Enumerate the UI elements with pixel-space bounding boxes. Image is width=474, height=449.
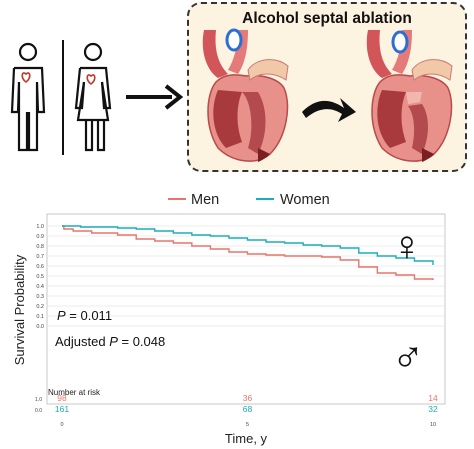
y-tick-label: 1.0 <box>36 224 44 230</box>
risk-value-men: 36 <box>243 393 253 403</box>
risk-table-title: Number at risk <box>48 388 101 397</box>
x-tick-label: 5 <box>246 422 249 428</box>
curved-arrow-icon <box>302 98 356 122</box>
grid <box>47 225 445 327</box>
panel-title: Alcohol septal ablation <box>242 10 412 27</box>
y-tick-label: 0.6 <box>36 264 44 270</box>
survival-chart: 0.0 0.1 0.2 0.3 0.4 0.5 0.6 0.7 0.8 0.9 1.0 Surviv… <box>12 213 446 446</box>
heart-after-icon <box>366 30 453 162</box>
risk-value-women: 68 <box>243 404 253 414</box>
y-axis-label: Survival Probability <box>12 254 27 365</box>
series-line-men <box>62 225 434 280</box>
y-tick-label: 0.3 <box>36 294 44 300</box>
risk-value-men: 14 <box>428 393 438 403</box>
risk-table: 1.0 98 36 14 0.0 161 68 32 0 5 10 <box>35 393 438 428</box>
series-lines <box>62 225 434 280</box>
y-tick-label: 0.8 <box>36 244 44 250</box>
risk-value-men: 98 <box>57 393 67 403</box>
woman-icon <box>74 42 112 152</box>
x-tick-label: 10 <box>430 422 436 428</box>
y-tick-label: 0.7 <box>36 254 44 260</box>
man-icon <box>10 42 46 152</box>
risk-y-tick: 1.0 <box>35 397 42 403</box>
x-tick-label: 0 <box>60 422 63 428</box>
x-axis-label: Time, y <box>225 431 268 446</box>
y-tick-label: 0.2 <box>36 304 44 310</box>
risk-y-tick: 0.0 <box>35 408 42 414</box>
male-symbol: ♂ <box>392 333 425 382</box>
risk-value-women: 161 <box>55 404 69 414</box>
y-tick-label: 0.1 <box>36 314 44 320</box>
chart-legend: Men Women <box>168 192 330 208</box>
y-tick-label: 0.0 <box>36 324 44 330</box>
legend-women-label: Women <box>280 192 330 208</box>
series-line-women <box>62 225 434 265</box>
legend-men-label: Men <box>191 192 219 208</box>
adjusted-p-annotation: Adjusted P = 0.048 <box>55 334 165 349</box>
y-tick-label: 0.5 <box>36 274 44 280</box>
y-ticks: 0.0 0.1 0.2 0.3 0.4 0.5 0.6 0.7 0.8 0.9 1.0 <box>36 224 44 330</box>
illustration-svg <box>10 28 453 162</box>
p-value-annotation: P = 0.011 <box>57 308 112 323</box>
y-tick-label: 0.9 <box>36 234 44 240</box>
arrow-right-icon <box>126 84 184 110</box>
risk-value-women: 32 <box>428 404 438 414</box>
heart-before-icon <box>202 28 289 162</box>
female-symbol: ♀ <box>391 222 423 269</box>
y-tick-label: 0.4 <box>36 284 44 290</box>
